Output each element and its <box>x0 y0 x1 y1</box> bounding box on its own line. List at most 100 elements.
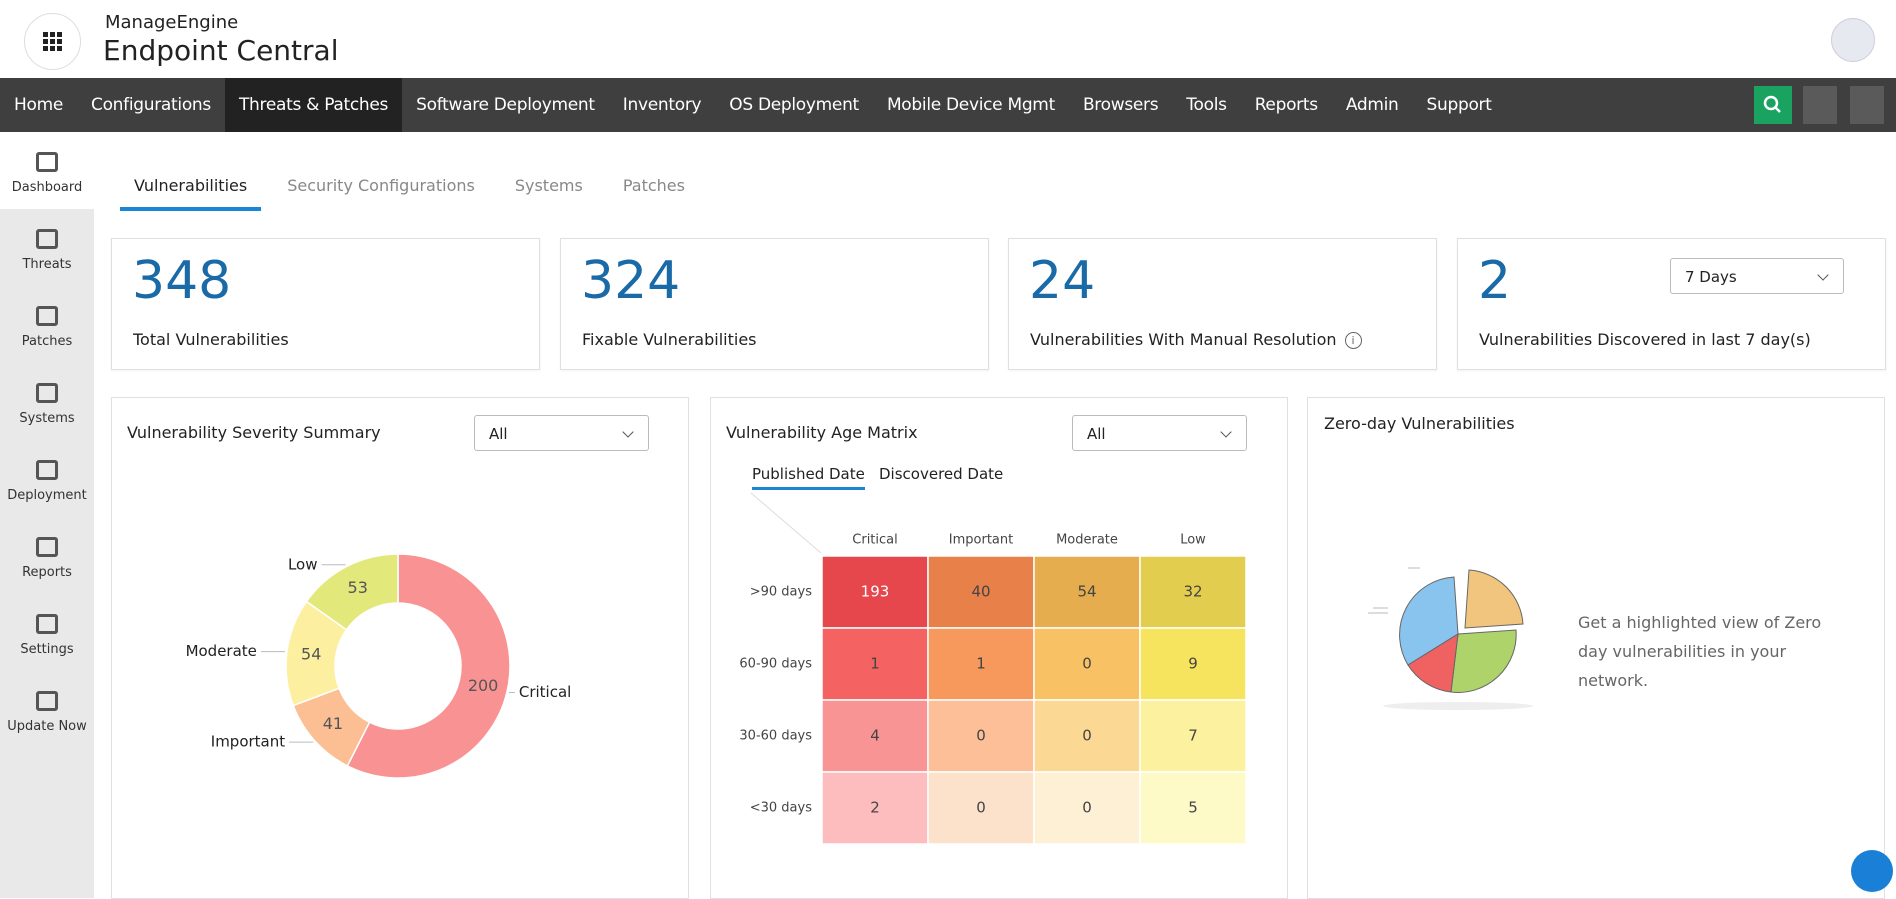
stat-value: 324 <box>581 251 681 311</box>
tab[interactable]: Patches <box>622 176 685 195</box>
zero-day-panel: Zero-day Vulnerabilities Get a highlight… <box>1307 397 1885 899</box>
donut-slice <box>346 553 511 779</box>
stat-card: 2 Vulnerabilities Discovered in last 7 da… <box>1457 238 1886 370</box>
stat-label: Fixable Vulnerabilities <box>582 330 757 349</box>
heat-cell <box>927 627 1035 701</box>
product-name[interactable]: Endpoint Central <box>103 34 339 67</box>
age-filter[interactable]: All <box>1072 415 1247 451</box>
panel-title: Zero-day Vulnerabilities <box>1324 414 1515 433</box>
nav-item[interactable]: Tools <box>1186 95 1227 115</box>
cell-value: 5 <box>1188 799 1198 817</box>
cell-value: 0 <box>976 799 986 817</box>
nav-item[interactable]: Support <box>1426 95 1492 115</box>
pie-illustration <box>1368 567 1533 710</box>
corner-line <box>750 492 822 554</box>
cell-value: 0 <box>1082 727 1092 745</box>
severity-filter[interactable]: All <box>474 415 649 451</box>
stat-card: 348 Total Vulnerabilities <box>111 238 540 370</box>
nav-bar: Home Configurations Threats & Patches Softw… <box>0 78 1896 132</box>
grid-icon <box>43 32 62 51</box>
stat-label: Vulnerabilities Discovered in last 7 day… <box>1479 330 1811 349</box>
nav-item[interactable]: Software Deployment <box>416 95 595 115</box>
cell-value: 40 <box>971 583 990 601</box>
stat-card: 324 Fixable Vulnerabilities <box>560 238 989 370</box>
tab[interactable]: Systems <box>514 176 583 195</box>
cell-value: 0 <box>1082 655 1092 673</box>
sidebar-item[interactable]: Patches <box>0 286 94 363</box>
sidebar-item[interactable]: Dashboard <box>0 132 94 209</box>
heat-cell <box>927 771 1035 845</box>
row-label: 60-90 days <box>739 657 812 672</box>
nav-item[interactable]: Mobile Device Mgmt <box>886 95 1055 115</box>
sidebar: Dashboard Threats Patches Systems Deployment… <box>0 132 94 898</box>
nav-item[interactable]: Configurations <box>91 95 211 115</box>
cell-value: 1 <box>976 655 986 673</box>
tab[interactable]: Security Configurations <box>287 176 475 195</box>
stat-label: Vulnerabilities With Manual Resolution <box>1030 330 1362 349</box>
heat-cell <box>1033 555 1141 629</box>
chat-button[interactable] <box>1851 850 1893 892</box>
nav-item[interactable]: Browsers <box>1082 95 1159 115</box>
cell-value: 193 <box>861 583 890 601</box>
heat-cell <box>821 627 929 701</box>
cell-value: 2 <box>870 799 880 817</box>
search-icon <box>1763 95 1781 113</box>
heat-cell <box>1139 771 1247 845</box>
tabs: Vulnerabilities Security Configurations Sy… <box>120 176 711 211</box>
nav-item[interactable]: OS Deployment <box>729 95 859 115</box>
sidebar-item[interactable]: Reports <box>0 517 94 594</box>
actions[interactable] <box>1850 86 1884 124</box>
panel-title: Vulnerability Severity Summary <box>127 423 381 442</box>
cell-value: 7 <box>1188 727 1198 745</box>
heatmap: Critical Important Moderate Low >90 days 193 4… <box>739 492 1247 845</box>
cell-value: 54 <box>1077 583 1096 601</box>
nav-item[interactable]: Home <box>14 95 64 115</box>
sidebar-item[interactable]: Systems <box>0 363 94 440</box>
slice-label: Critical <box>519 683 571 701</box>
heat-cell <box>1139 555 1247 629</box>
tab[interactable]: Vulnerabilities <box>120 176 262 211</box>
quick-launch[interactable] <box>1803 86 1837 124</box>
sidebar-item[interactable]: Threats <box>0 209 94 286</box>
age-panel: Vulnerability Age Matrix All Published D… <box>710 397 1288 899</box>
sidebar-item[interactable]: Update Now <box>0 671 94 748</box>
age-tab[interactable]: Discovered Date <box>879 465 1004 483</box>
heat-cell <box>821 699 929 773</box>
stat-value: 24 <box>1029 251 1096 311</box>
stat-value: 348 <box>132 251 232 311</box>
heat-cell <box>1139 627 1247 701</box>
nav-item[interactable]: Admin <box>1345 95 1399 115</box>
slice-value: 53 <box>348 578 368 597</box>
cell-value: 0 <box>1082 799 1092 817</box>
donut-chart: 200 Critical 41 Important 54 Moderate 53 Low <box>186 553 571 779</box>
slice-value: 41 <box>323 714 343 733</box>
heat-cell <box>1033 771 1141 845</box>
nav-item[interactable]: Inventory <box>622 95 702 115</box>
donut-slice <box>305 553 399 631</box>
app-menu[interactable] <box>24 13 81 70</box>
search-button[interactable] <box>1754 86 1792 124</box>
period-select[interactable]: 7 Days <box>1670 258 1844 294</box>
cell-value: 1 <box>870 655 880 673</box>
slice-value: 200 <box>468 676 499 695</box>
slice-label: Low <box>288 555 318 573</box>
stat-card: 24 Vulnerabilities With Manual Resolution <box>1008 238 1437 370</box>
sidebar-item[interactable]: Deployment <box>0 440 94 517</box>
slice-label: Moderate <box>186 642 257 660</box>
slice-value: 54 <box>301 644 321 663</box>
cell-value: 32 <box>1183 583 1202 601</box>
row-label: 30-60 days <box>739 729 812 744</box>
brand: ManageEngine <box>105 12 239 33</box>
cell-value: 9 <box>1188 655 1198 673</box>
nav-item[interactable]: Reports <box>1254 95 1318 115</box>
avatar[interactable] <box>1831 18 1875 62</box>
heat-cell <box>1033 699 1141 773</box>
sidebar-item[interactable]: Settings <box>0 594 94 671</box>
slice-label: Important <box>211 733 285 751</box>
nav-item[interactable]: Threats & Patches <box>224 78 403 132</box>
age-tab[interactable]: Published Date <box>752 465 865 490</box>
column-label: Critical <box>852 533 897 548</box>
severity-panel: Vulnerability Severity Summary All 200 Cr… <box>111 397 689 899</box>
panel-title: Vulnerability Age Matrix <box>726 423 918 442</box>
